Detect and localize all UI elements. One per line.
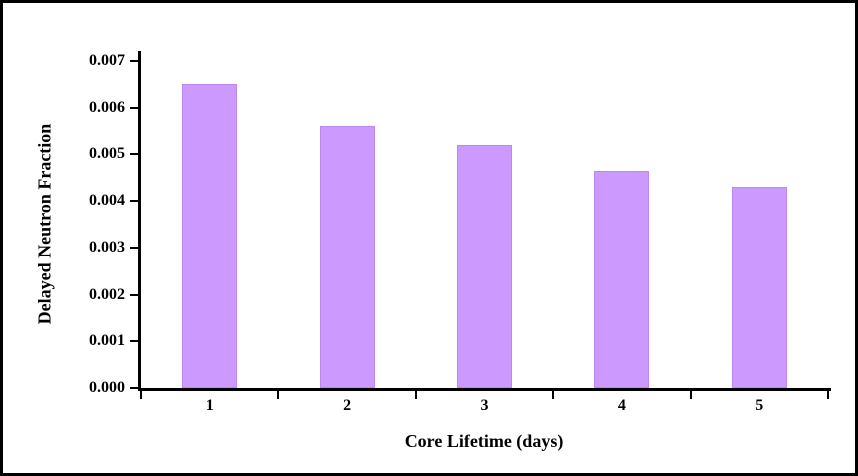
- y-tick-label: 0.005: [89, 145, 125, 163]
- bar: [594, 170, 650, 388]
- x-tick-mark: [414, 391, 417, 399]
- bar: [182, 84, 238, 388]
- y-tick-mark: [130, 293, 138, 296]
- x-tick-mark: [277, 391, 280, 399]
- x-tick-mark: [827, 391, 829, 399]
- y-tick-mark: [130, 106, 138, 109]
- y-tick-mark: [130, 387, 138, 389]
- x-tick-mark: [689, 391, 692, 399]
- y-tick-mark: [130, 200, 138, 203]
- x-tick-mark: [140, 391, 142, 399]
- x-tick-label: 1: [205, 397, 214, 414]
- y-tick-label: 0.002: [89, 285, 125, 303]
- y-tick-mark: [130, 246, 138, 249]
- y-tick-label: 0.006: [89, 98, 125, 116]
- x-tick-label: 4: [617, 397, 626, 414]
- y-tick-label: 0.007: [89, 52, 125, 69]
- bar: [457, 145, 512, 388]
- y-tick-label: 0.001: [89, 332, 125, 350]
- x-tick-label: 3: [480, 397, 489, 414]
- x-tick-label: 5: [755, 397, 764, 414]
- x-tick-mark: [552, 391, 555, 399]
- x-axis-title: Core Lifetime (days): [404, 431, 564, 451]
- y-tick-label: 0.000: [89, 379, 125, 396]
- x-axis-line: [138, 388, 831, 391]
- plot-area: [141, 61, 828, 388]
- y-tick-mark: [130, 340, 138, 343]
- y-tick-mark: [130, 60, 138, 62]
- x-tick-label: 2: [343, 397, 352, 414]
- bar: [731, 187, 787, 388]
- y-tick-label: 0.003: [89, 238, 125, 256]
- y-axis-line: [138, 51, 141, 391]
- y-tick-mark: [130, 153, 138, 156]
- bar: [319, 126, 375, 388]
- y-tick-label: 0.004: [89, 192, 125, 210]
